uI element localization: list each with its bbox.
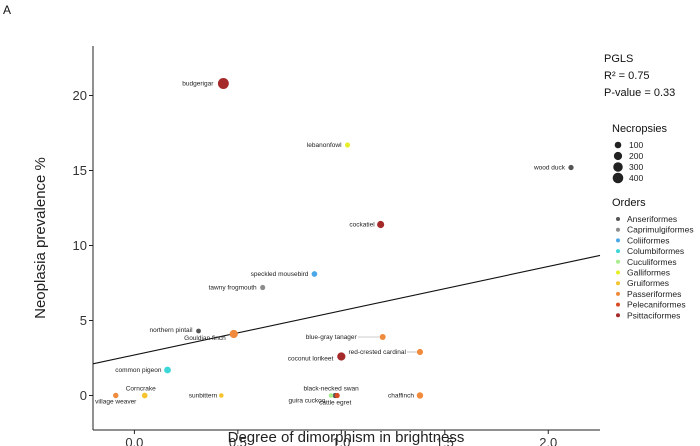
data-point — [164, 366, 171, 374]
data-point — [113, 392, 119, 399]
size-legend-label: 300 — [629, 162, 643, 172]
order-legend-dot — [616, 217, 620, 221]
size-legend-dot — [613, 151, 623, 161]
stats-r2: R² = 0.75 — [604, 70, 650, 82]
size-legend-dot — [613, 162, 623, 172]
point-label: village weaver — [95, 399, 137, 406]
point-label: blue-gray tanager — [306, 334, 358, 341]
order-legend-label: Cuculiformes — [627, 257, 677, 267]
order-legend-dot — [616, 270, 620, 275]
x-tick-label: 0.5 — [229, 435, 247, 446]
data-points — [113, 78, 574, 399]
stats-annotation: PGLS R² = 0.75 P-value = 0.33 — [604, 53, 675, 99]
order-legend-dot — [616, 302, 620, 307]
order-legend-label: Gruiformes — [627, 278, 669, 288]
plot-area: 0 5 10 15 20 0.0 0.5 1.0 1.5 2.0 budgerigar leban… — [73, 46, 601, 446]
order-legend-dot — [616, 238, 620, 243]
x-tick-label: 0.0 — [125, 435, 143, 446]
stats-pvalue: P-value = 0.33 — [604, 87, 675, 99]
point-label: common pigeon — [115, 367, 162, 374]
size-legend-label: 200 — [629, 151, 643, 161]
order-legend-label: Columbiformes — [627, 246, 684, 256]
data-point — [141, 392, 148, 399]
size-legend-label: 400 — [629, 173, 643, 183]
point-label: northern pintail — [150, 327, 194, 334]
point-label: speckled mousebird — [251, 271, 309, 278]
order-legend-dot — [616, 313, 620, 318]
order-legend-dot — [616, 259, 620, 264]
data-point — [260, 284, 266, 291]
data-point — [416, 348, 424, 356]
point-label: coconut lorikeet — [288, 356, 334, 363]
size-legend-label: 100 — [629, 140, 643, 150]
point-label: tawny frogmouth — [209, 285, 257, 292]
order-legend-label: Galliformes — [627, 268, 670, 278]
data-point — [337, 352, 346, 361]
x-axis-title: Degree of dimorphism in brightness — [228, 429, 465, 446]
data-point — [416, 392, 424, 399]
x-ticks: 0.0 0.5 1.0 1.5 2.0 — [125, 430, 557, 446]
point-label: wood duck — [533, 165, 566, 172]
order-legend-label: Passeriformes — [627, 289, 681, 299]
order-legend-label: Caprimulgiformes — [627, 225, 694, 235]
y-tick-label: 5 — [80, 313, 87, 328]
y-tick-label: 20 — [73, 88, 87, 103]
data-point — [377, 220, 385, 229]
data-point — [219, 393, 224, 398]
point-label: red-crested cardinal — [349, 349, 407, 356]
point-label: budgerigar — [182, 81, 214, 88]
point-label: cattle egret — [319, 400, 351, 407]
regression-line — [92, 254, 601, 365]
x-tick-label: 2.0 — [539, 435, 557, 446]
point-labels: budgerigar lebanonfowl wood duck cockatiel s… — [95, 81, 566, 407]
order-legend-label: Psittaciformes — [627, 310, 680, 320]
data-point — [196, 328, 201, 334]
data-point — [334, 392, 340, 399]
data-point — [379, 334, 386, 340]
stats-method: PGLS — [604, 53, 633, 65]
x-tick-label: 1.5 — [436, 435, 454, 446]
point-label: Gouldian finch — [184, 335, 226, 342]
data-point — [568, 164, 574, 171]
order-legend-items: AnseriformesCaprimulgiformesColiiformesC… — [616, 214, 694, 320]
data-point — [311, 271, 318, 277]
point-label: black-necked swan — [303, 386, 359, 393]
y-ticks: 0 5 10 15 20 — [73, 88, 93, 403]
data-point — [217, 78, 229, 89]
size-legend-dot — [614, 141, 622, 149]
order-legend-label: Coliiformes — [627, 235, 670, 245]
data-point — [229, 329, 238, 339]
point-label: lebanonfowl — [307, 142, 342, 149]
data-point — [328, 393, 334, 398]
size-legend-dot — [612, 172, 624, 184]
panel-letter: A — [3, 3, 11, 17]
order-legend: Orders AnseriformesCaprimulgiformesColii… — [612, 197, 694, 320]
point-label: chaffinch — [388, 393, 414, 400]
data-point — [344, 142, 351, 148]
x-tick-label: 1.0 — [332, 435, 350, 446]
y-tick-label: 10 — [73, 238, 87, 253]
y-axis-title: Neoplasia prevalence % — [32, 157, 49, 319]
point-label: guira cuckoo — [289, 398, 326, 405]
order-legend-dot — [616, 249, 620, 254]
y-tick-label: 0 — [80, 388, 87, 403]
point-label: Corncrake — [126, 386, 156, 393]
y-tick-label: 15 — [73, 163, 87, 178]
order-legend-label: Anseriformes — [627, 214, 677, 224]
size-legend-title: Necropsies — [612, 123, 668, 135]
order-legend-title: Orders — [612, 197, 646, 209]
order-legend-dot — [616, 227, 620, 232]
order-legend-label: Pelecaniformes — [627, 300, 686, 310]
point-label: cockatiel — [349, 222, 375, 229]
point-label: sunbittern — [189, 393, 218, 400]
order-legend-dot — [616, 291, 620, 296]
order-legend-dot — [616, 281, 620, 286]
